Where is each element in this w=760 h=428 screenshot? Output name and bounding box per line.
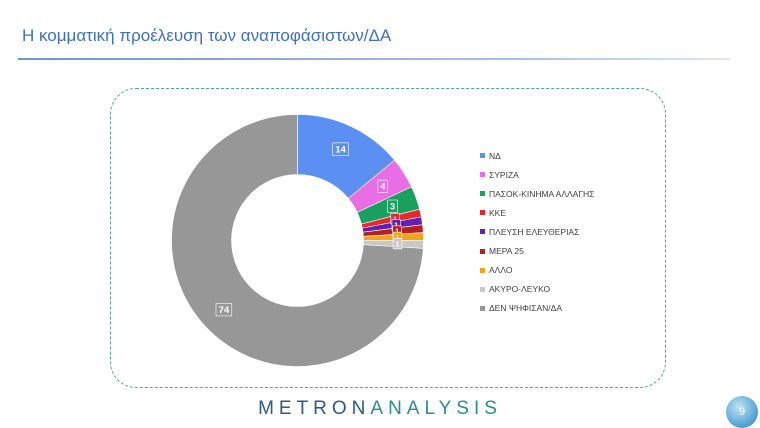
brand-logo-right: ANALYSIS	[370, 398, 502, 419]
data-label-box	[392, 238, 403, 250]
data-label-text: 1	[395, 227, 399, 236]
legend-label: ΔΕΝ ΨΗΦΙΣΑΝ/ΔΑ	[489, 303, 563, 314]
legend-swatch	[480, 172, 485, 178]
legend-swatch	[480, 153, 485, 159]
data-label-text: 1	[395, 233, 399, 242]
data-label-box	[377, 179, 389, 193]
data-label-text: 3	[390, 202, 395, 213]
data-label-text: 1	[394, 220, 398, 229]
legend-label: ΜΕΡΑ 25	[489, 246, 524, 257]
legend-item: ΠΑΣΟΚ-ΚΙΝΗΜΑ ΑΛΛΑΓΗΣ	[480, 184, 594, 203]
data-label-box	[387, 199, 398, 213]
legend-swatch	[480, 305, 485, 311]
legend-item: ΑΛΛΟ	[480, 261, 594, 280]
data-label: 74	[215, 303, 233, 317]
brand-logo-left: METRON	[258, 398, 371, 419]
page-number-badge: 9	[726, 396, 758, 428]
legend-item: ΜΕΡΑ 25	[480, 241, 594, 260]
data-label: 4	[377, 179, 389, 193]
data-label-text: 74	[219, 305, 230, 316]
legend-swatch	[480, 248, 485, 254]
data-label-text: 4	[380, 182, 386, 193]
legend-item: ΝΔ	[480, 146, 594, 165]
legend-label: ΝΔ	[489, 150, 501, 161]
data-label-text: 1	[393, 214, 397, 223]
legend-item: ΣΥΡΙΖΑ	[480, 165, 594, 184]
chart-legend: ΝΔ ΣΥΡΙΖΑ ΠΑΣΟΚ-ΚΙΝΗΜΑ ΑΛΛΑΓΗΣ ΚΚΕ ΠΛΕΥΣΗ ΕΛ…	[480, 146, 594, 318]
data-label-text: 14	[335, 144, 346, 155]
title-divider	[18, 58, 730, 60]
legend-item: ΑΚΥΡΟ-ΛΕΥΚΟ	[480, 280, 594, 299]
legend-label: ΑΛΛΟ	[489, 265, 513, 276]
legend-swatch	[480, 286, 485, 292]
data-label: 1	[392, 238, 403, 250]
legend-swatch	[480, 210, 485, 216]
data-label: 14	[332, 142, 349, 156]
data-label-box	[332, 142, 349, 156]
legend-item: ΠΛΕΥΣΗ ΕΛΕΥΘΕΡΙΑΣ	[480, 222, 594, 241]
legend-item: ΔΕΝ ΨΗΦΙΣΑΝ/ΔΑ	[480, 299, 594, 318]
page-title: Η κομματική προέλευση των αναποφάσιστων/…	[22, 26, 392, 45]
legend-swatch	[480, 191, 485, 197]
legend-swatch	[480, 229, 485, 235]
legend-label: ΠΑΣΟΚ-ΚΙΝΗΜΑ ΑΛΛΑΓΗΣ	[489, 188, 595, 199]
chart-frame	[110, 88, 666, 388]
brand-logo: METRONANALYSIS	[0, 398, 760, 420]
legend-label: ΚΚΕ	[489, 207, 507, 218]
data-label: 3	[387, 199, 398, 213]
data-label-text: 1	[395, 239, 399, 248]
data-label-box	[215, 303, 233, 317]
legend-swatch	[480, 267, 485, 273]
legend-item: ΚΚΕ	[480, 203, 594, 222]
donut-slice	[171, 114, 424, 367]
legend-label: ΣΥΡΙΖΑ	[489, 169, 519, 180]
legend-label: ΠΛΕΥΣΗ ΕΛΕΥΘΕΡΙΑΣ	[489, 226, 580, 237]
legend-label: ΑΚΥΡΟ-ΛΕΥΚΟ	[489, 284, 551, 295]
